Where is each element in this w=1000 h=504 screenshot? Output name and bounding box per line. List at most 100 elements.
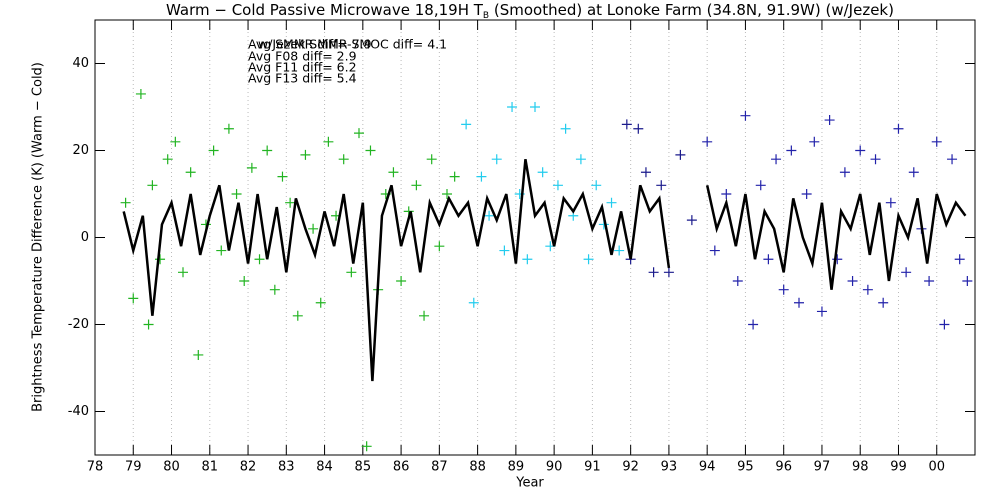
title-subscript: B bbox=[483, 11, 489, 21]
data-point bbox=[338, 154, 349, 165]
annotation: Avg F08 diff= 2.9 bbox=[248, 49, 357, 64]
y-tick-label: 40 bbox=[72, 56, 89, 71]
x-tick-label: 96 bbox=[775, 460, 792, 475]
data-point bbox=[300, 149, 311, 160]
data-point bbox=[308, 223, 319, 234]
annotation: Avg F11 diff= 6.2 bbox=[248, 60, 357, 75]
data-point bbox=[346, 267, 357, 278]
x-tick-label: 94 bbox=[699, 460, 716, 475]
x-tick-label: 79 bbox=[125, 460, 142, 475]
data-point bbox=[426, 154, 437, 165]
smoothed-line bbox=[122, 158, 967, 382]
data-point bbox=[621, 119, 632, 130]
data-point bbox=[277, 171, 288, 182]
data-point bbox=[560, 123, 571, 134]
data-point bbox=[442, 189, 452, 199]
data-point bbox=[908, 167, 919, 178]
data-point bbox=[686, 215, 697, 226]
data-point bbox=[365, 145, 376, 156]
data-point bbox=[537, 167, 548, 178]
y-tick-label: -20 bbox=[68, 317, 89, 332]
annotation: Avg SMMR diff= 7.9 bbox=[248, 37, 372, 52]
data-point bbox=[583, 254, 594, 265]
x-tick-label: 81 bbox=[202, 460, 219, 475]
data-point bbox=[801, 189, 812, 199]
data-point bbox=[223, 123, 234, 134]
data-point bbox=[246, 162, 257, 173]
y-axis-label: Brightness Temperature Difference (K) (W… bbox=[31, 62, 46, 412]
data-point bbox=[855, 145, 866, 156]
data-point bbox=[476, 171, 487, 182]
data-point bbox=[135, 88, 146, 99]
data-point bbox=[893, 123, 904, 134]
x-axis-label: Year bbox=[515, 476, 544, 491]
plot-frame bbox=[94, 19, 976, 456]
x-tick-label: 97 bbox=[814, 460, 831, 475]
data-point bbox=[878, 297, 889, 308]
data-point bbox=[388, 167, 399, 178]
x-tick-label: 80 bbox=[163, 460, 180, 475]
data-point bbox=[640, 167, 651, 178]
data-point bbox=[411, 180, 422, 191]
data-point bbox=[824, 115, 835, 126]
data-point bbox=[208, 145, 219, 156]
data-point bbox=[507, 102, 518, 112]
title-rest: (Smoothed) at Lonoke Farm (34.8N, 91.9W)… bbox=[489, 1, 894, 19]
x-tick-label: 86 bbox=[393, 460, 410, 475]
data-point bbox=[885, 197, 896, 208]
y-tick-label: 20 bbox=[72, 143, 89, 158]
data-point bbox=[354, 128, 364, 139]
data-point bbox=[434, 241, 445, 252]
data-point bbox=[839, 167, 850, 178]
data-point bbox=[663, 267, 674, 278]
data-point bbox=[648, 267, 659, 278]
x-tick-label: 85 bbox=[355, 460, 372, 475]
data-point bbox=[954, 254, 965, 265]
data-point bbox=[656, 180, 667, 191]
data-point bbox=[794, 297, 804, 308]
data-point bbox=[185, 167, 196, 178]
data-point bbox=[484, 210, 495, 221]
title-main: Warm − Cold Passive Microwave 18,19H T bbox=[166, 1, 484, 19]
data-point bbox=[721, 189, 732, 199]
data-point bbox=[522, 254, 533, 265]
data-point bbox=[361, 441, 372, 452]
data-point bbox=[771, 154, 782, 165]
x-tick-label: 82 bbox=[240, 460, 257, 475]
data-point bbox=[931, 136, 942, 147]
data-point bbox=[748, 319, 759, 330]
data-point bbox=[552, 180, 563, 191]
data-point bbox=[128, 293, 139, 304]
data-point bbox=[285, 197, 296, 208]
data-point bbox=[323, 136, 334, 147]
data-point bbox=[732, 276, 743, 286]
data-point bbox=[862, 284, 873, 295]
y-tick-label: 0 bbox=[81, 230, 89, 245]
data-point bbox=[847, 276, 858, 286]
x-tick-label: 88 bbox=[469, 460, 486, 475]
data-point bbox=[591, 180, 602, 191]
x-tick-label: 78 bbox=[87, 460, 104, 475]
data-point bbox=[939, 319, 950, 330]
data-point bbox=[449, 171, 460, 182]
data-point bbox=[901, 267, 912, 278]
data-point bbox=[702, 136, 713, 147]
data-point bbox=[832, 254, 843, 265]
x-tick-label: 00 bbox=[928, 460, 945, 475]
data-point bbox=[575, 154, 586, 165]
x-tick-label: 91 bbox=[584, 460, 601, 475]
data-point bbox=[809, 136, 820, 147]
data-point bbox=[530, 102, 540, 112]
data-point bbox=[778, 284, 789, 295]
data-point bbox=[231, 189, 242, 199]
data-point bbox=[870, 154, 881, 165]
data-point bbox=[468, 297, 479, 308]
data-point bbox=[162, 154, 173, 165]
data-point bbox=[499, 245, 510, 256]
data-point bbox=[143, 319, 154, 330]
data-point bbox=[216, 245, 227, 256]
data-point bbox=[924, 276, 935, 286]
data-point bbox=[155, 254, 166, 265]
